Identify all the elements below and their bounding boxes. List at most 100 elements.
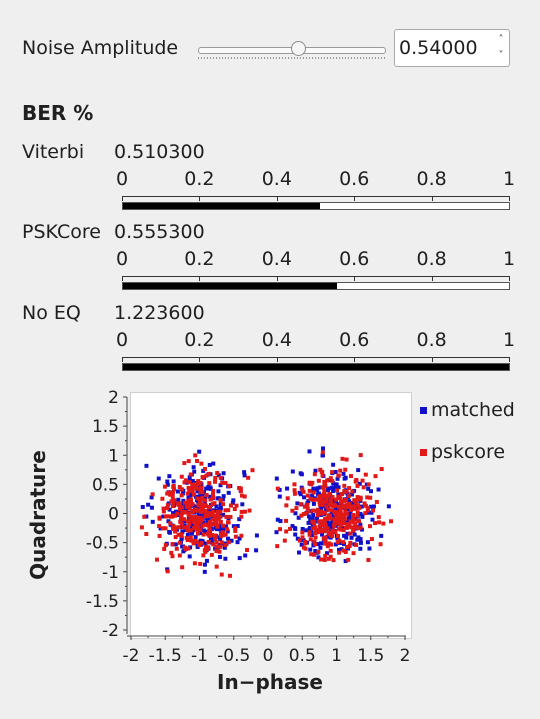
scatter-point-pskcore <box>342 499 347 504</box>
scatter-point-pskcore <box>320 523 325 528</box>
scatter-point-matched <box>186 495 191 500</box>
scatter-point-pskcore <box>211 495 216 500</box>
scatter-point-pskcore <box>207 505 212 510</box>
scatter-point-pskcore <box>342 489 347 494</box>
scatter-point-matched <box>187 554 192 559</box>
scatter-point-pskcore <box>214 544 219 549</box>
ber-row-label: PSKCore <box>22 221 101 243</box>
scatter-point-pskcore <box>191 541 196 546</box>
scatter-point-pskcore <box>323 483 328 488</box>
scatter-point-pskcore <box>177 525 182 530</box>
scatter-point-pskcore <box>340 499 345 504</box>
scatter-point-matched <box>333 486 338 491</box>
noise-amplitude-value[interactable]: 0.54000 <box>399 37 478 59</box>
scatter-point-matched <box>221 494 226 499</box>
scatter-point-pskcore <box>177 553 182 558</box>
scatter-point-matched <box>293 511 298 516</box>
scatter-point-pskcore <box>326 494 331 499</box>
scatter-point-matched <box>330 510 335 515</box>
scatter-point-pskcore <box>215 523 220 528</box>
scatter-point-pskcore <box>377 520 382 525</box>
scatter-point-matched <box>165 479 170 484</box>
scatter-point-pskcore <box>355 483 360 488</box>
scatter-point-pskcore <box>157 524 162 529</box>
scatter-point-matched <box>359 527 364 532</box>
scatter-point-pskcore <box>339 516 344 521</box>
y-tick-label: 0.5 <box>92 475 119 495</box>
x-tick-label: -0.5 <box>217 646 250 666</box>
scatter-point-pskcore <box>218 475 223 480</box>
scatter-point-pskcore <box>341 528 346 533</box>
scatter-point-pskcore <box>275 544 280 549</box>
ber-scale-tick <box>354 358 356 362</box>
scatter-point-pskcore <box>233 534 238 539</box>
scatter-point-pskcore <box>198 509 203 514</box>
scatter-point-pskcore <box>196 502 201 507</box>
scatter-point-matched <box>216 473 221 478</box>
scatter-point-matched <box>299 472 304 477</box>
scatter-point-matched <box>310 523 315 528</box>
scatter-point-pskcore <box>218 509 223 514</box>
scatter-point-pskcore <box>338 496 343 501</box>
spin-up-icon[interactable]: ˄ <box>498 34 504 45</box>
scatter-point-pskcore <box>362 501 367 506</box>
scatter-point-pskcore <box>357 505 362 510</box>
scatter-point-matched <box>309 533 314 538</box>
scatter-point-pskcore <box>171 501 176 506</box>
scatter-point-pskcore <box>192 561 197 566</box>
scatter-point-pskcore <box>183 500 188 505</box>
scatter-point-pskcore <box>329 531 334 536</box>
scatter-point-pskcore <box>325 544 330 549</box>
scatter-point-pskcore <box>346 522 351 527</box>
scatter-point-matched <box>211 461 216 466</box>
scatter-point-pskcore <box>199 461 204 466</box>
scatter-point-matched <box>355 537 360 542</box>
noise-amplitude-spinbox[interactable]: 0.54000 ˄ ˅ <box>394 29 510 67</box>
scatter-point-pskcore <box>284 518 289 523</box>
scatter-point-pskcore <box>328 548 333 553</box>
scatter-point-pskcore <box>389 519 394 524</box>
scatter-point-matched <box>231 524 236 529</box>
scatter-point-pskcore <box>196 531 201 536</box>
scatter-point-pskcore <box>189 538 194 543</box>
scatter-point-pskcore <box>169 499 174 504</box>
spin-down-icon[interactable]: ˅ <box>498 50 504 61</box>
scatter-point-pskcore <box>348 531 353 536</box>
scatter-point-matched <box>206 486 211 491</box>
scatter-point-matched <box>360 514 365 519</box>
scatter-point-pskcore <box>185 491 190 496</box>
scatter-point-pskcore <box>206 471 211 476</box>
ber-row-label: Viterbi <box>22 141 85 163</box>
scatter-point-matched <box>328 526 333 531</box>
ber-progress-fill <box>123 283 338 289</box>
scatter-point-matched <box>202 569 207 574</box>
noise-amplitude-slider-handle[interactable] <box>291 41 307 56</box>
scatter-point-pskcore <box>178 516 183 521</box>
scatter-point-pskcore <box>328 499 333 504</box>
scatter-point-matched <box>316 491 321 496</box>
ber-scale-line <box>122 276 510 277</box>
scatter-point-pskcore <box>330 533 335 538</box>
scatter-point-pskcore <box>238 489 243 494</box>
scatter-point-matched <box>223 524 228 529</box>
scatter-point-matched <box>176 497 181 502</box>
scatter-point-pskcore <box>205 547 210 552</box>
scatter-point-pskcore <box>312 520 317 525</box>
scatter-point-matched <box>150 519 155 524</box>
scatter-point-matched <box>370 517 375 522</box>
ber-scale-tick <box>354 197 356 201</box>
scatter-point-pskcore <box>213 479 218 484</box>
scatter-point-pskcore <box>307 532 312 537</box>
y-tick-label: 2 <box>108 388 119 408</box>
scatter-point-matched <box>292 526 297 531</box>
scatter-point-matched <box>192 469 197 474</box>
scatter-point-pskcore <box>187 506 192 511</box>
scatter-point-matched <box>214 504 219 509</box>
ber-scale-tick <box>431 197 433 201</box>
scatter-point-pskcore <box>196 479 201 484</box>
scatter-point-pskcore <box>365 508 370 513</box>
scatter-point-pskcore <box>176 532 181 537</box>
scatter-point-matched <box>278 519 283 524</box>
scatter-point-pskcore <box>348 540 353 545</box>
scatter-point-pskcore <box>324 504 329 509</box>
